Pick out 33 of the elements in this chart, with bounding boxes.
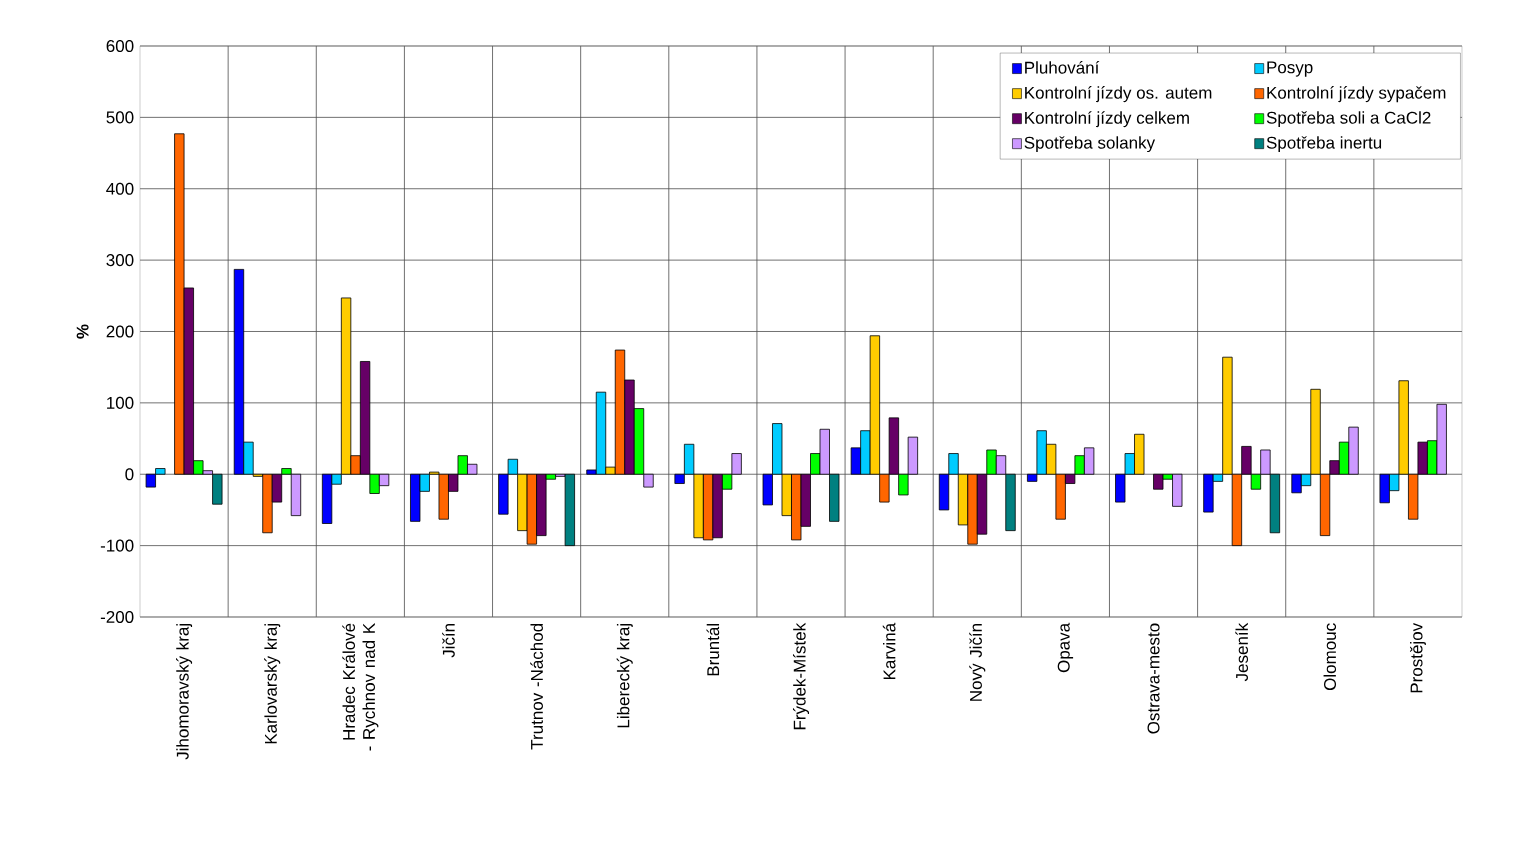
y-tick-label: -200	[100, 611, 134, 624]
x-tick-label: Hradec Králové - Rychnov nad K	[342, 623, 379, 751]
legend-label: Kontrolní jízdy os. autem	[1025, 86, 1212, 103]
legend-label: Kontrolní jízdy sypačem	[1267, 86, 1446, 103]
y-tick-label: 500	[106, 111, 134, 124]
x-tick-label: Ostrava-mesto	[1147, 623, 1160, 734]
legend-label: Spotřeba inertu	[1266, 136, 1382, 153]
x-tick-label: Karlovarský kraj	[264, 624, 281, 744]
y-tick-label: 200	[106, 325, 134, 338]
x-tick-label: Jihomoravský kraj	[176, 624, 193, 760]
y-axis-title: %	[76, 324, 89, 339]
legend-label: Posyp	[1267, 61, 1313, 77]
y-tick-label: 600	[106, 40, 134, 53]
y-tick-label: -100	[100, 539, 134, 552]
y-tick-label: 0	[125, 468, 134, 481]
legend-label: Spotřeba solanky	[1024, 136, 1156, 153]
legend-label: Kontrolní jízdy celkem	[1025, 111, 1189, 128]
x-tick-label: Jeseník	[1235, 623, 1249, 682]
x-tick-label: Nový Jičín	[969, 624, 986, 702]
x-tick-label: Trutnov -Náchod	[530, 624, 543, 750]
x-tick-label: Bruntál	[706, 624, 720, 676]
legend-label: Pluhování	[1025, 61, 1100, 74]
y-tick-label: 400	[106, 182, 134, 196]
x-tick-label: Opava	[1057, 623, 1074, 673]
y-tick-label: 100	[107, 397, 134, 410]
x-tick-label: Prostějov	[1409, 623, 1426, 693]
x-tick-label: Liberecký kraj	[616, 624, 633, 728]
x-tick-label: Frýdek-Místek	[792, 623, 810, 730]
legend-label: Spotřeba soli a CaCl2	[1266, 111, 1431, 128]
x-tick-label: Karviná	[882, 623, 896, 680]
x-tick-label: Jičín	[442, 624, 455, 658]
x-tick-label: Olomouc	[1323, 623, 1337, 691]
y-tick-label: 300	[106, 254, 134, 267]
